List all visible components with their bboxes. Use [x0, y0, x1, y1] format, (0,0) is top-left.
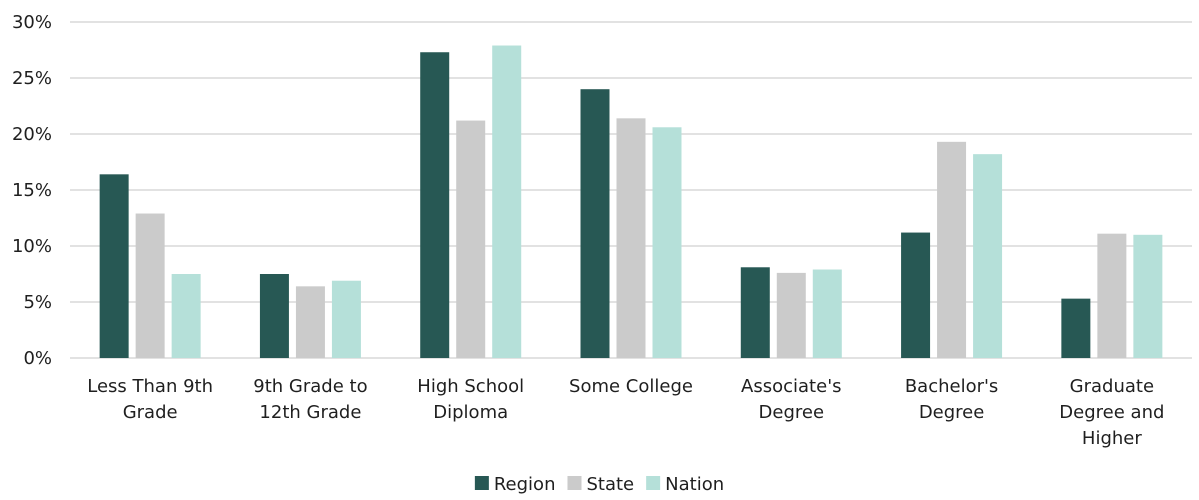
bar-region-2: [420, 52, 450, 359]
x-tick-label: Less Than 9th Grade: [87, 376, 213, 423]
x-tick-label: Some College: [569, 376, 693, 397]
x-tick-label: High School Diploma: [417, 376, 524, 423]
bar-nation-1: [331, 280, 361, 358]
bar-state-5: [937, 141, 967, 358]
y-tick-label: 25%: [12, 68, 52, 89]
y-tick-label: 10%: [12, 236, 52, 257]
legend-swatch-region: [474, 476, 489, 490]
bar-state-6: [1097, 233, 1127, 358]
bar-state-0: [135, 213, 165, 358]
bar-region-1: [259, 274, 289, 358]
bar-region-3: [580, 89, 610, 358]
y-tick-label: 30%: [12, 12, 52, 33]
bar-region-0: [99, 174, 129, 358]
y-axis: 0% 5% 10% 15% 20% 25% 30%: [12, 12, 52, 369]
bar-region-6: [1061, 298, 1091, 358]
legend-swatch-nation: [646, 476, 661, 490]
x-tick-label: Graduate Degree and Higher: [1059, 376, 1164, 449]
legend-label-region: Region: [494, 474, 556, 495]
y-tick-label: 5%: [23, 292, 52, 313]
x-tick-label: Associate's Degree: [741, 376, 841, 423]
bar-nation-3: [652, 127, 682, 358]
legend: Region State Nation: [474, 474, 724, 495]
y-tick-label: 15%: [12, 180, 52, 201]
bar-state-1: [295, 286, 325, 358]
bars: [99, 45, 1163, 359]
legend-swatch-state: [567, 476, 582, 490]
bar-nation-5: [973, 154, 1003, 358]
bar-nation-0: [171, 274, 201, 358]
bar-nation-6: [1133, 234, 1163, 358]
legend-label-nation: Nation: [665, 474, 724, 495]
bar-state-2: [456, 120, 486, 358]
bar-nation-2: [492, 45, 522, 359]
y-tick-label: 20%: [12, 124, 52, 145]
y-tick-label: 0%: [23, 348, 52, 369]
x-tick-label: Bachelor's Degree: [905, 376, 999, 423]
x-axis: Less Than 9th Grade 9th Grade to 12th Grade…: [87, 376, 1164, 449]
bar-region-5: [901, 232, 931, 358]
x-tick-label: 9th Grade to 12th Grade: [253, 376, 367, 423]
bar-state-3: [616, 118, 646, 358]
bar-region-4: [740, 267, 770, 358]
bar-state-4: [776, 272, 806, 358]
legend-label-state: State: [586, 474, 634, 495]
bar-nation-4: [812, 269, 842, 358]
